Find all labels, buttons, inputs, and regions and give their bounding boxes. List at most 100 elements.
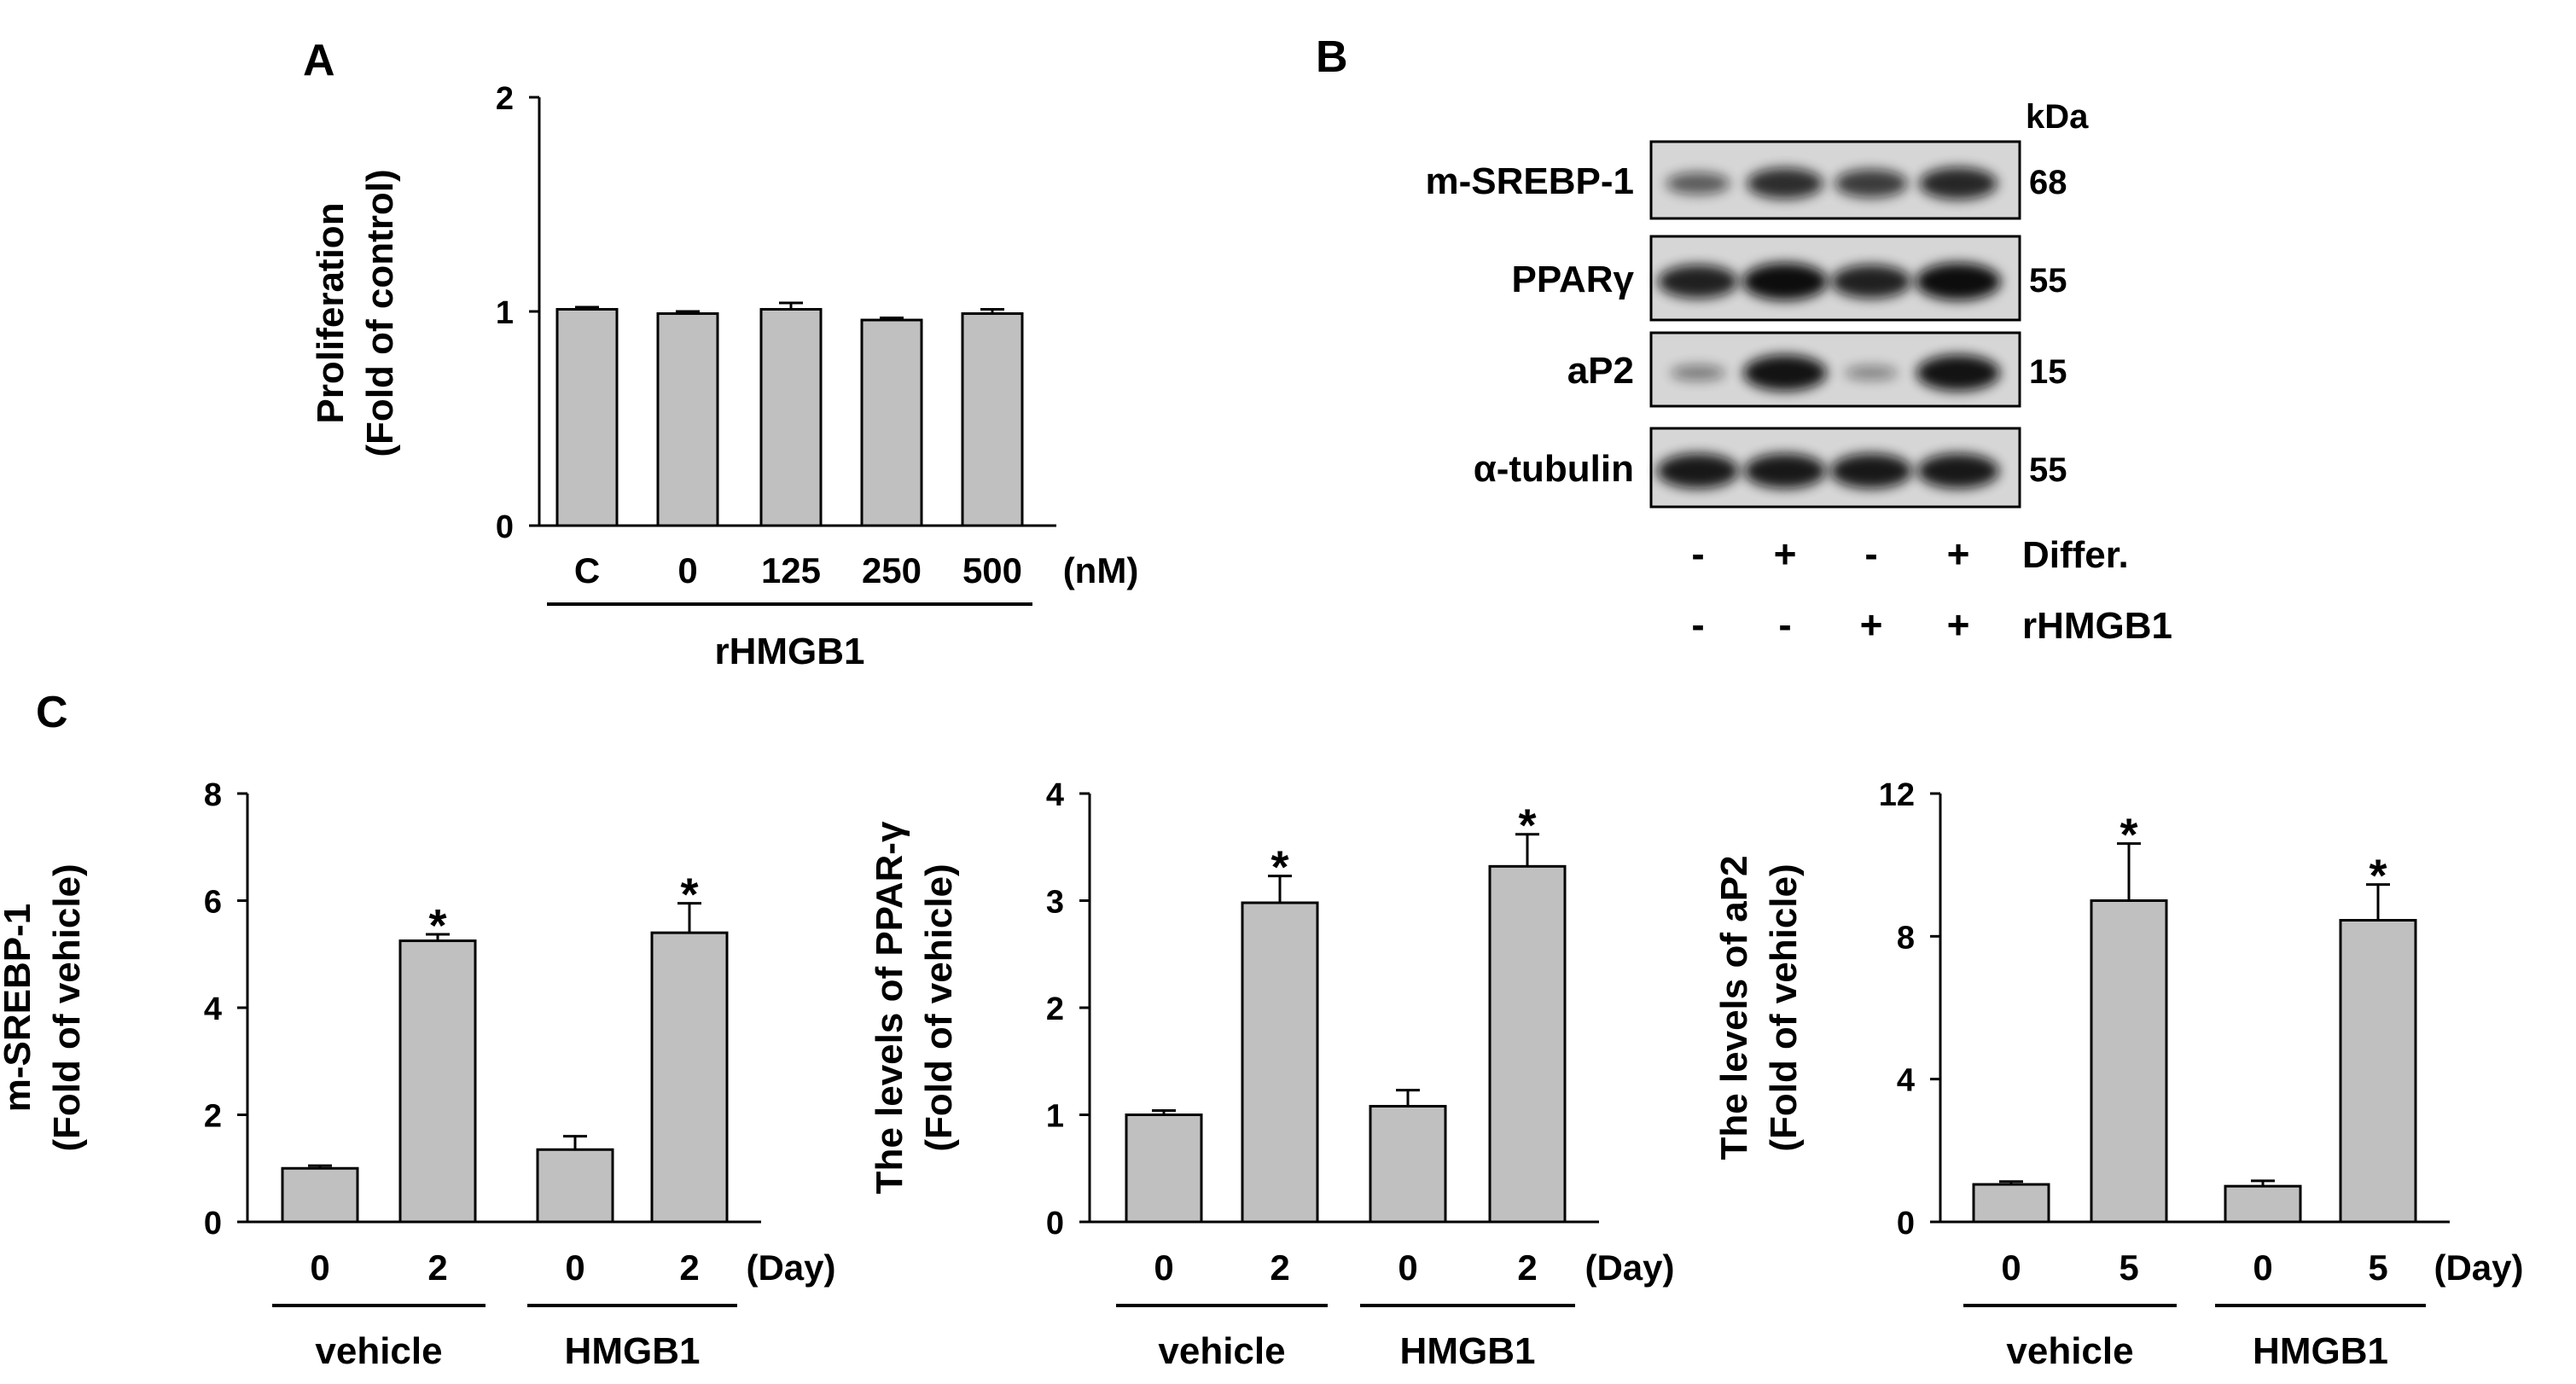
significance-marker: * — [1518, 800, 1536, 852]
condition-mark: - — [1778, 602, 1791, 647]
y-tick-label: 6 — [204, 885, 222, 921]
blot-band — [1670, 364, 1726, 381]
y-axis-label: (Fold of vehicle) — [918, 864, 960, 1151]
blot-band — [1744, 453, 1826, 489]
chart-ppar-gamma: 0 1 2 3 4 The levels of PPAR-γ (Fold of vehicl… — [869, 777, 1675, 1372]
blot-row-label: aP2 — [1567, 350, 1634, 392]
y-tick-label: 2 — [1046, 991, 1064, 1027]
blot-row-label: m-SREBP-1 — [1426, 160, 1635, 202]
bar — [1488, 864, 1567, 1224]
y-tick-label: 4 — [204, 991, 222, 1027]
chart-m-srebp-1: 02468The levels ofm-SREBP-1(Fold of vehi… — [0, 777, 836, 1372]
x-tick-label: 5 — [2368, 1247, 2387, 1288]
condition-mark: + — [1947, 602, 1970, 647]
y-tick-label: 0 — [496, 509, 514, 545]
x-tick-label: 2 — [679, 1247, 699, 1288]
blot-band — [1919, 167, 1997, 200]
blot-band — [1743, 354, 1827, 392]
x-tick-label: 0 — [677, 550, 697, 590]
x-tick-label: C — [574, 550, 600, 590]
y-tick-label: 2 — [496, 81, 514, 117]
western-blot: kDa m-SREBP-1 68 PPARγ 55 aP2 15 α-tubulin 55 - + -… — [1426, 98, 2173, 647]
y-axis-label: (Fold of control) — [359, 169, 401, 456]
bar — [1125, 1114, 1203, 1224]
y-axis-label: m-SREBP-1 — [0, 904, 38, 1113]
condition-mark: - — [1691, 532, 1704, 576]
x-unit-label: (Day) — [1585, 1247, 1674, 1288]
condition-mark: + — [1774, 532, 1797, 576]
bar — [281, 1166, 359, 1224]
chart-proliferation: 0 1 2 Proliferation (Fold of control) C 0 125 25… — [310, 81, 1138, 672]
blot-band — [1666, 172, 1730, 195]
significance-marker: * — [428, 900, 446, 951]
y-tick-label: 2 — [204, 1099, 222, 1135]
y-tick-label: 3 — [1046, 885, 1064, 921]
x-tick-label: 125 — [761, 550, 821, 590]
bar — [759, 307, 823, 527]
y-tick-label: 12 — [1879, 777, 1915, 813]
bar — [650, 931, 729, 1224]
blot-row-label: PPARγ — [1512, 259, 1635, 300]
y-tick-label: 4 — [1897, 1063, 1915, 1099]
group-label: rHMGB1 — [714, 631, 864, 672]
condition-label: Differ. — [2022, 534, 2129, 576]
bar — [1369, 1104, 1447, 1224]
y-axis-label: (Fold of vehicle) — [1763, 864, 1805, 1151]
group-label: HMGB1 — [1400, 1330, 1536, 1372]
blot-band — [1917, 453, 1999, 489]
significance-marker: * — [2369, 851, 2387, 902]
bar — [2224, 1184, 2302, 1224]
y-tick-label: 1 — [1046, 1099, 1064, 1135]
x-tick-label: 2 — [427, 1247, 447, 1288]
bar — [1972, 1183, 2050, 1224]
group-label: HMGB1 — [2253, 1330, 2388, 1372]
bar — [961, 312, 1024, 527]
condition-label: rHMGB1 — [2022, 605, 2172, 647]
y-axis-label: Proliferation — [310, 202, 352, 423]
blot-kda-label: 15 — [2029, 353, 2067, 391]
x-tick-label: 5 — [2119, 1247, 2138, 1288]
group-label: vehicle — [1158, 1330, 1285, 1372]
bar — [398, 939, 477, 1224]
significance-marker: * — [680, 869, 698, 921]
y-tick-label: 0 — [1046, 1206, 1064, 1242]
condition-mark: - — [1864, 532, 1877, 576]
blot-band — [1835, 169, 1908, 198]
group-label: vehicle — [315, 1330, 442, 1372]
bar — [1241, 901, 1319, 1224]
y-axis-label: (Fold of vehicle) — [46, 864, 88, 1151]
y-tick-label: 8 — [1897, 920, 1915, 956]
bar — [536, 1148, 614, 1224]
y-axis-label: The levels of aP2 — [1713, 855, 1755, 1160]
blot-band — [1916, 354, 2000, 392]
y-axis-label: The levels of PPAR-γ — [869, 821, 910, 1194]
blot-band — [1831, 265, 1911, 299]
x-tick-label: 250 — [862, 550, 922, 590]
condition-mark: + — [1860, 602, 1883, 647]
blot-band — [1830, 453, 1912, 489]
significance-marker: * — [2120, 810, 2137, 861]
y-tick-label: 0 — [204, 1206, 222, 1242]
kda-header: kDa — [2026, 98, 2089, 136]
significance-marker: * — [1271, 842, 1288, 893]
x-tick-label: 0 — [2001, 1247, 2021, 1288]
x-unit-label: (nM) — [1063, 550, 1139, 590]
condition-mark: + — [1947, 532, 1970, 576]
blot-kda-label: 55 — [2029, 262, 2067, 299]
bar — [860, 318, 923, 527]
bar — [555, 307, 619, 527]
y-tick-label: 1 — [496, 295, 514, 331]
panel-label-c: C — [36, 688, 68, 737]
x-tick-label: 0 — [310, 1247, 329, 1288]
x-unit-label: (Day) — [746, 1247, 835, 1288]
y-tick-label: 8 — [204, 777, 222, 813]
x-tick-label: 0 — [2253, 1247, 2272, 1288]
x-tick-label: 2 — [1517, 1247, 1537, 1288]
x-unit-label: (Day) — [2434, 1247, 2523, 1288]
y-tick-label: 4 — [1046, 777, 1064, 813]
blot-row-label: α-tubulin — [1474, 448, 1634, 490]
group-label: vehicle — [2006, 1330, 2133, 1372]
blot-kda-label: 55 — [2029, 451, 2067, 489]
condition-mark: - — [1691, 602, 1704, 647]
